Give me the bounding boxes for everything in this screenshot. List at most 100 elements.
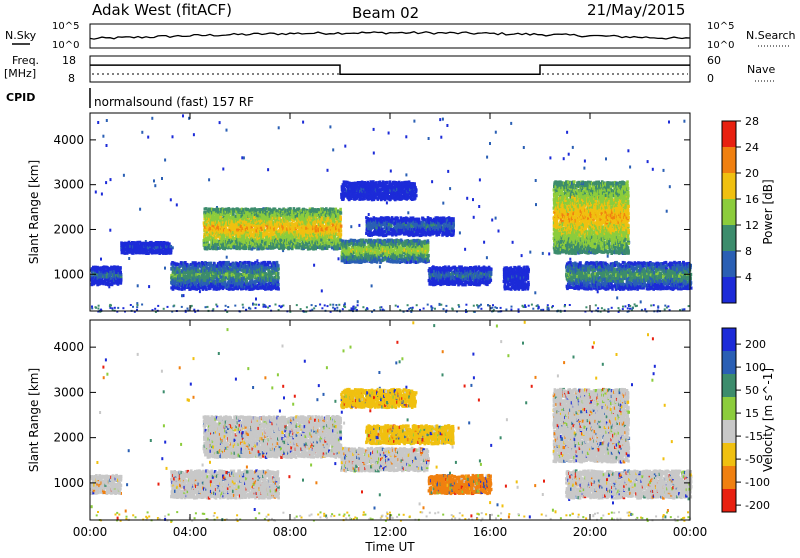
ground-scatter-cell <box>536 305 538 307</box>
ground-scatter-cell <box>324 304 326 306</box>
echo-cell <box>340 225 343 228</box>
echo-cell <box>178 287 181 290</box>
noise-cell <box>629 166 631 169</box>
echo-cell <box>244 261 247 264</box>
noise-cell <box>491 219 493 222</box>
ground-scatter-cell <box>607 308 609 310</box>
noise-cell <box>605 157 607 160</box>
echo-cell <box>427 254 430 257</box>
ground-scatter-cell <box>667 305 669 307</box>
noise-cell <box>373 152 375 155</box>
ground-scatter-cell <box>522 305 524 307</box>
ground-scatter-cell <box>227 306 229 308</box>
ground-scatter-cell <box>411 309 413 311</box>
echo-cell <box>170 245 173 248</box>
ground-scatter-cell <box>98 305 100 307</box>
noise-cell <box>106 119 108 122</box>
noise-cell <box>523 146 525 149</box>
echo-cell <box>229 287 232 290</box>
noise-cell <box>199 290 201 293</box>
ground-scatter-cell <box>552 305 554 307</box>
noise-cell <box>529 251 531 254</box>
ground-scatter-cell <box>311 304 313 306</box>
noise-cell <box>495 217 497 220</box>
noise-cell <box>110 178 112 181</box>
ground-scatter-cell <box>644 308 646 310</box>
echo-cell <box>276 261 279 264</box>
noise-cell <box>373 128 375 131</box>
noise-cell <box>563 157 565 160</box>
echo-cell <box>269 261 272 264</box>
ground-scatter-cell <box>650 305 652 307</box>
cpid-label: CPID <box>6 91 35 104</box>
noise-cell <box>219 121 221 124</box>
freq-tick-top: 18 <box>62 54 76 67</box>
noise-cell <box>512 241 514 244</box>
ground-scatter-cell <box>564 305 566 307</box>
noise-cell <box>407 211 409 214</box>
noise-cell <box>584 160 586 163</box>
noise-cell <box>542 252 544 255</box>
ground-scatter-cell <box>97 308 99 310</box>
freq-tick-bottom: 8 <box>68 72 75 85</box>
station-title: Adak West (fitACF) <box>92 1 232 19</box>
ground-scatter-cell <box>321 307 323 309</box>
nsky-strip: N.Sky 10^5 10^0 10^5 10^0 N.Search <box>5 21 796 51</box>
noise-cell <box>243 156 245 159</box>
ground-scatter-cell <box>412 307 414 309</box>
ground-scatter-cell <box>109 305 111 307</box>
noise-cell <box>439 118 441 121</box>
ground-scatter-cell <box>269 305 271 307</box>
noise-cell <box>388 132 390 135</box>
noise-cell <box>105 181 107 184</box>
nsky-label: N.Sky <box>5 29 37 42</box>
ground-scatter-cell <box>518 308 520 310</box>
noise-cell <box>428 137 430 140</box>
freq-trace <box>90 65 690 74</box>
beam-label: Beam 02 <box>352 4 419 22</box>
ground-scatter-cell <box>427 304 429 306</box>
noise-cell <box>182 114 184 117</box>
ground-scatter-cell <box>315 305 317 307</box>
noise-cell <box>431 180 433 183</box>
ground-scatter-cell <box>532 308 534 310</box>
ground-scatter-cell <box>141 304 143 306</box>
noise-cell <box>666 210 668 213</box>
ground-scatter-cell <box>191 305 193 307</box>
ground-scatter-cell <box>631 308 633 310</box>
ground-scatter-cell <box>300 308 302 310</box>
ground-scatter-cell <box>351 307 353 309</box>
noise-cell <box>459 231 461 234</box>
ground-scatter-cell <box>618 307 620 309</box>
noise-cell <box>489 142 491 145</box>
noise-cell <box>327 169 329 172</box>
echo-cell <box>205 288 208 291</box>
noise-cell <box>148 285 150 288</box>
noise-cell <box>449 187 451 190</box>
nsearch-label: N.Search <box>746 29 796 42</box>
noise-cell <box>170 198 172 201</box>
ground-scatter-cell <box>187 308 189 310</box>
ground-scatter-cell <box>528 305 530 307</box>
echo-cell <box>220 275 223 278</box>
noise-cell <box>151 117 153 120</box>
ground-scatter-cell <box>682 309 684 311</box>
echo-cell <box>337 247 340 250</box>
ground-scatter-cell <box>242 307 244 309</box>
noise-cell <box>569 258 571 261</box>
nave-tick-top: 60 <box>707 54 721 67</box>
echo-cell <box>246 279 249 282</box>
ground-scatter-cell <box>510 309 512 311</box>
ground-scatter-cell <box>91 307 93 309</box>
ground-scatter-cell <box>95 306 97 308</box>
noise-cell <box>350 225 352 228</box>
ground-scatter-cell <box>253 303 255 305</box>
noise-cell <box>97 121 99 124</box>
ground-scatter-cell <box>473 305 475 307</box>
echo-cell <box>254 261 257 264</box>
noise-cell <box>193 133 195 136</box>
ground-scatter-cell <box>136 306 138 308</box>
echo-cell <box>277 264 280 267</box>
echo-cell <box>277 267 280 270</box>
